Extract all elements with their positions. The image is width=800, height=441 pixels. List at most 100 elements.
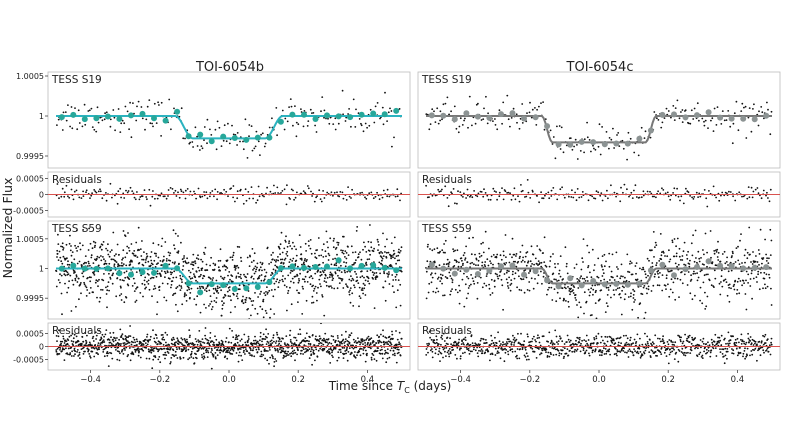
data-point (286, 352, 288, 355)
data-point (254, 145, 257, 148)
data-point (141, 240, 143, 242)
data-point (352, 347, 355, 350)
data-point (399, 250, 402, 252)
data-point (553, 288, 556, 290)
binned-point (647, 127, 654, 134)
data-point (229, 311, 232, 314)
data-point (139, 348, 141, 351)
data-point (504, 234, 507, 236)
data-point (173, 247, 176, 250)
data-point (461, 264, 464, 266)
data-point (741, 195, 743, 198)
data-point (472, 280, 475, 283)
data-point (425, 297, 428, 300)
data-point (181, 303, 184, 306)
data-point (146, 255, 149, 258)
data-point (279, 243, 282, 246)
data-point (93, 347, 96, 350)
data-point (112, 340, 115, 343)
data-point (103, 118, 106, 121)
data-point (319, 274, 322, 277)
data-point (609, 284, 612, 287)
binned-point (370, 262, 377, 269)
data-point (305, 250, 307, 252)
data-point (322, 261, 324, 264)
data-point (442, 294, 444, 297)
data-point (311, 195, 313, 197)
data-point (240, 256, 242, 259)
data-point (723, 119, 726, 122)
data-point (234, 267, 237, 269)
data-point (490, 334, 493, 337)
binned-point (289, 111, 296, 118)
data-point (633, 151, 636, 154)
data-point (331, 279, 334, 281)
data-point (477, 355, 480, 358)
data-point (657, 190, 659, 193)
data-point (127, 284, 130, 287)
data-point (183, 294, 186, 296)
data-point (94, 190, 97, 193)
data-point (316, 356, 319, 358)
data-point (367, 341, 369, 344)
data-point (111, 196, 113, 199)
data-point (712, 130, 715, 133)
data-point (246, 341, 249, 344)
data-point (439, 280, 442, 282)
data-point (367, 277, 370, 280)
data-point (216, 289, 219, 292)
data-point (344, 350, 347, 352)
data-point (370, 347, 372, 350)
data-point (309, 269, 311, 271)
data-point (550, 341, 553, 343)
data-point (67, 104, 69, 106)
data-point (318, 335, 321, 337)
data-point (154, 287, 157, 290)
data-point (538, 348, 540, 350)
data-point (438, 347, 441, 350)
data-point (159, 260, 162, 262)
data-point (484, 261, 487, 263)
data-point (465, 297, 468, 300)
data-point (300, 259, 303, 261)
data-point (259, 261, 262, 264)
data-point (288, 240, 291, 243)
data-point (183, 295, 186, 298)
data-point (699, 195, 702, 198)
data-point (213, 268, 216, 271)
data-point (382, 286, 385, 289)
data-point (356, 341, 359, 344)
data-point (324, 339, 326, 342)
data-point (95, 338, 97, 340)
data-point (547, 340, 549, 343)
data-point (388, 273, 390, 275)
data-point (100, 255, 102, 257)
data-point (348, 347, 351, 349)
data-point (115, 253, 117, 256)
data-point (114, 339, 117, 342)
data-point (724, 262, 727, 265)
data-point (454, 202, 456, 205)
data-point (94, 244, 96, 247)
binned-point (277, 265, 284, 272)
data-point (341, 191, 344, 194)
data-point (212, 262, 215, 265)
data-point (60, 274, 63, 277)
data-point (191, 347, 194, 350)
data-point (606, 305, 609, 308)
data-point (73, 190, 76, 193)
data-point (481, 264, 483, 267)
data-point (525, 352, 528, 355)
data-point (726, 294, 729, 297)
data-point (521, 189, 524, 192)
data-point (371, 271, 374, 274)
data-point (335, 264, 338, 267)
data-point (579, 306, 582, 309)
data-point (632, 297, 635, 299)
data-point (720, 269, 723, 272)
data-point (337, 337, 339, 339)
data-point (720, 275, 723, 278)
data-point (531, 190, 534, 193)
data-point (619, 293, 621, 295)
data-point (96, 348, 99, 351)
